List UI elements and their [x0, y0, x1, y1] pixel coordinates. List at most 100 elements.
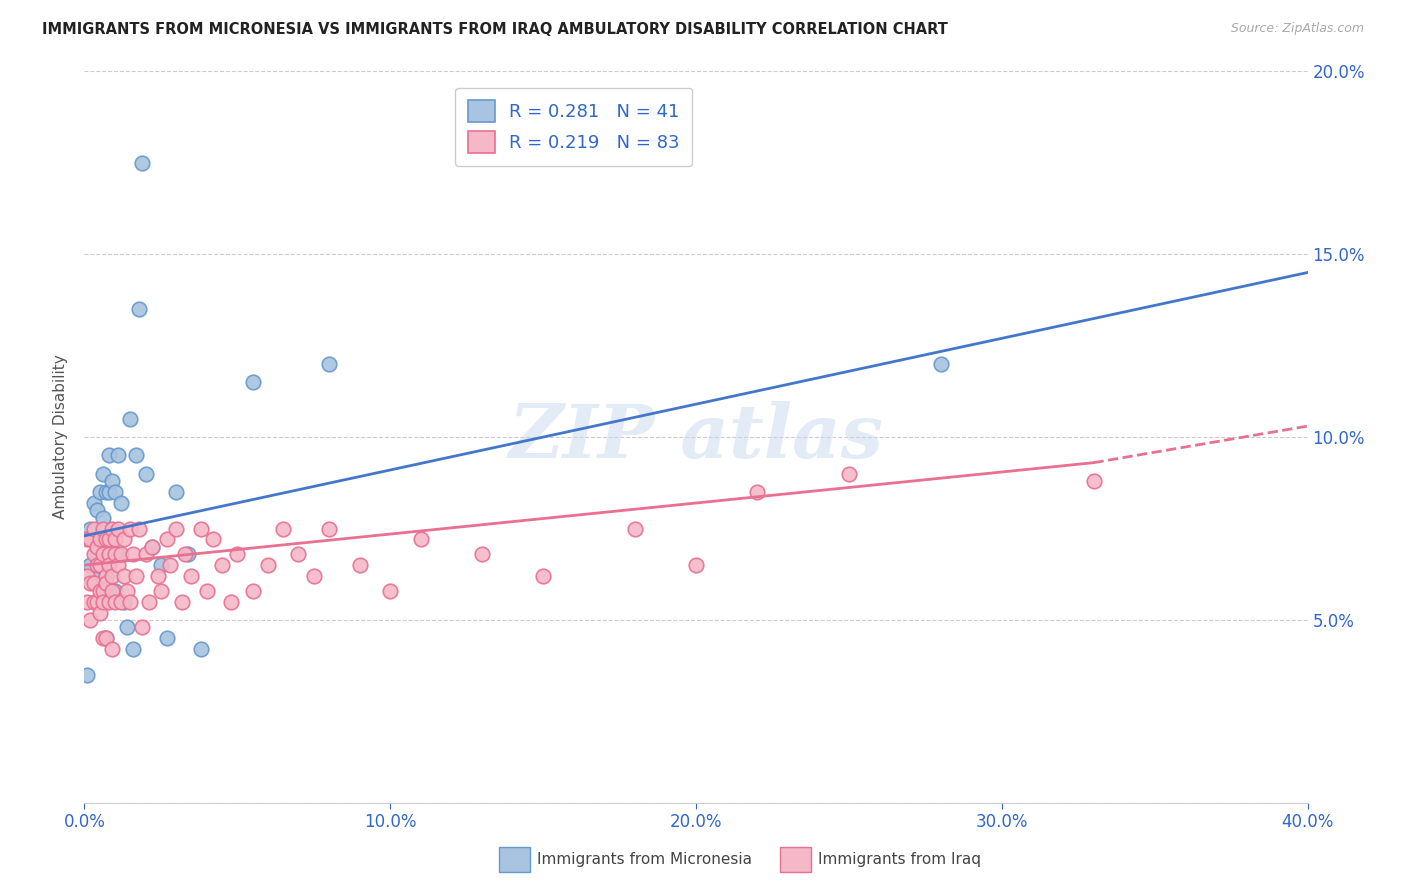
Point — [219, 594, 242, 608]
Point — [107, 558, 129, 573]
Point — [107, 448, 129, 462]
Point — [104, 583, 127, 598]
Point — [86, 547, 108, 561]
Point — [120, 521, 142, 535]
Point — [180, 569, 202, 583]
Point — [89, 485, 111, 500]
Point — [94, 569, 117, 583]
Point — [94, 632, 117, 646]
Point — [91, 547, 114, 561]
Point — [101, 474, 124, 488]
Point — [79, 613, 101, 627]
Point — [97, 583, 120, 598]
Point — [172, 594, 194, 608]
Point — [174, 547, 197, 561]
Point — [120, 594, 142, 608]
Text: ZIP atlas: ZIP atlas — [509, 401, 883, 474]
Point — [91, 510, 114, 524]
Point — [149, 583, 172, 598]
Point — [747, 485, 769, 500]
Point — [929, 357, 952, 371]
Point — [146, 569, 169, 583]
Y-axis label: Ambulatory Disability: Ambulatory Disability — [53, 355, 69, 519]
Point — [94, 632, 117, 646]
Point — [380, 583, 402, 598]
Point — [101, 521, 124, 535]
Point — [471, 547, 494, 561]
Point — [83, 576, 105, 591]
Point — [141, 540, 163, 554]
Point — [149, 558, 172, 573]
Point — [318, 357, 340, 371]
Point — [226, 547, 249, 561]
Text: Immigrants from Iraq: Immigrants from Iraq — [818, 853, 981, 867]
Point — [97, 558, 120, 573]
Point — [409, 533, 432, 547]
Point — [107, 521, 129, 535]
Text: Source: ZipAtlas.com: Source: ZipAtlas.com — [1230, 22, 1364, 36]
Point — [107, 547, 129, 561]
Point — [131, 156, 153, 170]
Point — [83, 533, 105, 547]
Point — [165, 485, 187, 500]
Text: IMMIGRANTS FROM MICRONESIA VS IMMIGRANTS FROM IRAQ AMBULATORY DISABILITY CORRELA: IMMIGRANTS FROM MICRONESIA VS IMMIGRANTS… — [42, 22, 948, 37]
Point — [91, 521, 114, 535]
Point — [135, 467, 157, 481]
Point — [91, 632, 114, 646]
Point — [177, 547, 200, 561]
Point — [125, 569, 148, 583]
Point — [76, 594, 98, 608]
Text: Immigrants from Micronesia: Immigrants from Micronesia — [537, 853, 752, 867]
Point — [94, 485, 117, 500]
Point — [104, 485, 127, 500]
Point — [242, 375, 264, 389]
Point — [128, 521, 150, 535]
Point — [104, 594, 127, 608]
Point — [110, 496, 132, 510]
Point — [86, 594, 108, 608]
Point — [101, 569, 124, 583]
Point — [156, 533, 179, 547]
Point — [302, 569, 325, 583]
Point — [685, 558, 707, 573]
Point — [97, 533, 120, 547]
Point — [97, 547, 120, 561]
Point — [318, 521, 340, 535]
Point — [211, 558, 233, 573]
Point — [89, 558, 111, 573]
Point — [101, 583, 124, 598]
Point — [83, 521, 105, 535]
Point — [135, 547, 157, 561]
Point — [89, 569, 111, 583]
Point — [122, 642, 145, 657]
Point — [89, 606, 111, 620]
Point — [838, 467, 860, 481]
Point — [138, 594, 160, 608]
Point — [125, 448, 148, 462]
Point — [76, 667, 98, 681]
Point — [120, 412, 142, 426]
Point — [76, 533, 98, 547]
Point — [115, 620, 138, 634]
Point — [76, 569, 98, 583]
Point — [141, 540, 163, 554]
Point — [104, 533, 127, 547]
Point — [349, 558, 371, 573]
Point — [94, 569, 117, 583]
Point — [1083, 474, 1105, 488]
Point — [110, 547, 132, 561]
Point — [86, 503, 108, 517]
Point — [110, 594, 132, 608]
Point — [83, 594, 105, 608]
Point — [97, 594, 120, 608]
Point — [190, 642, 212, 657]
Point — [271, 521, 294, 535]
Point — [531, 569, 554, 583]
Point — [115, 583, 138, 598]
Point — [156, 632, 179, 646]
Point — [201, 533, 224, 547]
Point — [79, 533, 101, 547]
Point — [86, 558, 108, 573]
Point — [89, 583, 111, 598]
Legend: R = 0.281   N = 41, R = 0.219   N = 83: R = 0.281 N = 41, R = 0.219 N = 83 — [456, 87, 692, 166]
